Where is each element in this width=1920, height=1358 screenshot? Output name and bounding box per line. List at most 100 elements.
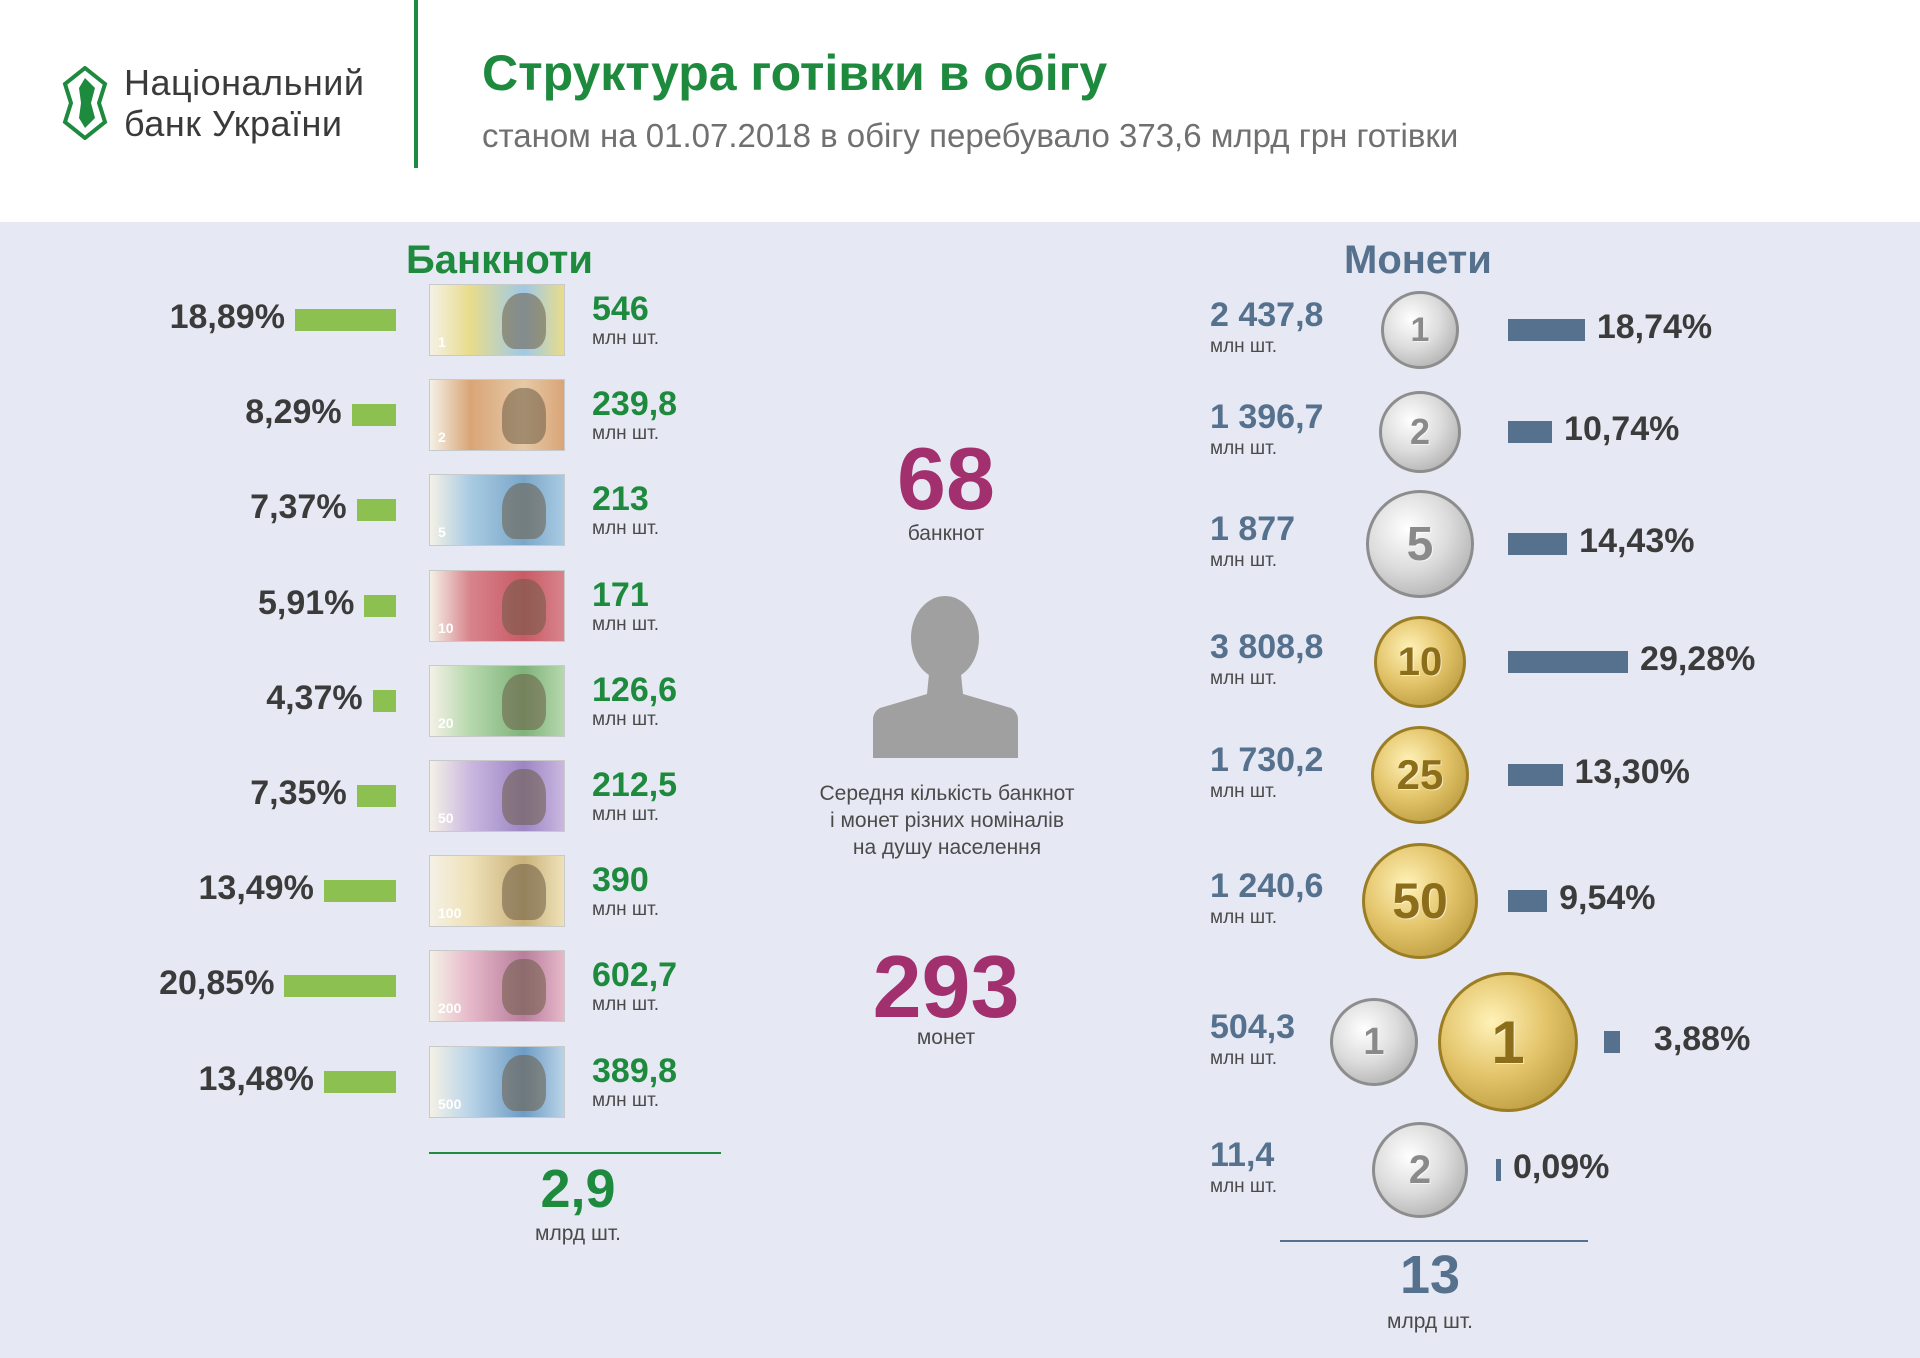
banknote-denomination: 20 [438,714,454,731]
banknote-count-unit: млн шт. [592,994,660,1016]
banknote-count-unit: млн шт. [592,423,660,445]
banknote-image: 1 [429,284,565,356]
coins-section-title: Монети [1344,238,1492,282]
banknote-image: 10 [429,569,565,642]
banknote-count-value: 602,7 [592,956,678,995]
coin-count-value: 11,4 [1210,1136,1275,1174]
coin-image: 2 [1379,391,1461,473]
coin-bar [1508,651,1629,673]
banknote-portrait [502,769,546,825]
per-capita-description-line-3: на душу населення [852,836,1042,859]
coins-total-unit: млрд шт. [1387,1310,1473,1333]
coin-bar [1604,1031,1620,1053]
coin-image: 2 [1372,1122,1468,1218]
banknote-percent-label: 8,29% [245,393,342,432]
nbu-logo-text: Національний банк України [124,62,364,144]
coin-bar [1508,319,1585,341]
logo-line-2: банк України [124,103,343,144]
banknote-count-unit: млн шт. [592,708,660,730]
banknote-denomination: 1 [438,334,446,350]
banknote-count-value: 546 [592,290,649,328]
coin-denomination: 50 [1392,873,1448,929]
banknote-percent-label: 5,91% [257,583,355,622]
coin-image: 25 [1371,726,1469,824]
coin-percent-label: 3,88% [1653,1020,1751,1058]
banknote-percent-label: 13,48% [198,1059,314,1098]
nbu-logo-icon [62,66,108,140]
coin-image: 1 [1438,972,1578,1112]
banknote-percent-label: 13,49% [198,869,314,908]
banknote-denomination: 500 [438,1095,462,1112]
banknote-portrait [502,1054,546,1111]
coin-count-value: 1 877 [1210,510,1296,548]
coin-bar [1496,1159,1501,1181]
coin-denomination: 10 [1397,639,1443,684]
banknotes-total-value: 2,9 [540,1159,616,1219]
page-title: Структура готівки в обігу [482,45,1108,101]
coin-count-unit: млн шт. [1210,336,1278,357]
coin-count-value: 1 396,7 [1210,398,1324,436]
banknote-bar [364,594,396,617]
banknote-bar [323,1070,396,1093]
coin-denomination: 1 [1491,1008,1525,1076]
banknote-portrait [502,578,546,635]
banknote-bar [372,689,396,712]
banknote-count-value: 389,8 [592,1051,678,1090]
banknote-image: 100 [429,855,565,928]
banknote-count-value: 239,8 [592,385,678,424]
banknote-count-value: 171 [592,575,649,614]
banknote-denomination: 100 [438,905,462,922]
banknote-portrait [502,388,546,445]
coin-percent-label: 18,74% [1596,308,1713,346]
banknote-count-value: 213 [592,480,649,519]
banknotes-per-capita-label: банкнот [907,522,985,545]
banknote-portrait [502,864,546,921]
content-panel [0,222,1920,1358]
coin-bar [1508,421,1553,443]
banknote-denomination: 50 [438,810,454,826]
coin-count-unit: млн шт. [1210,781,1278,802]
banknote-denomination: 5 [438,524,446,541]
coin-percent-label: 9,54% [1559,879,1656,917]
banknote-portrait [502,483,546,540]
banknote-count-unit: млн шт. [592,328,660,349]
banknote-bar [351,404,396,427]
coin-denomination: 1 [1363,1020,1385,1063]
coin-percent-label: 10,74% [1564,410,1680,448]
coin-denomination: 25 [1396,751,1444,798]
coin-count-value: 1 240,6 [1210,867,1324,905]
banknote-count-value: 390 [592,861,649,900]
banknotes-total-divider [429,1152,721,1154]
header-divider [414,0,418,168]
banknotes-per-capita: 68 [897,429,995,528]
banknote-image: 5 [429,474,565,547]
banknote-percent-label: 4,37% [266,678,363,717]
banknote-denomination: 10 [438,619,454,636]
banknote-bar [356,499,396,522]
coin-denomination: 2 [1409,411,1431,452]
banknote-image: 200 [429,950,565,1023]
coin-count-unit: млн шт. [1210,1176,1278,1197]
banknote-image: 50 [429,760,565,832]
banknote-count-unit: млн шт. [592,613,660,635]
coin-count-unit: млн шт. [1210,438,1278,459]
coins-per-capita-label: монет [916,1026,976,1049]
logo-line-1: Національний [124,62,365,103]
coin-count-value: 1 730,2 [1210,741,1324,779]
per-capita-description-line-2: і монет різних номіналів [829,809,1064,832]
banknote-count-unit: млн шт. [592,518,660,540]
banknote-portrait [502,959,546,1016]
banknote-bar [323,880,396,903]
coin-image: 10 [1374,616,1466,708]
coin-count-unit: млн шт. [1210,1048,1278,1069]
coin-count-value: 504,3 [1210,1008,1296,1046]
header: Національний банк України Структура готі… [0,0,1920,222]
coin-count-unit: млн шт. [1210,550,1278,571]
banknote-denomination: 200 [438,1000,462,1017]
coins-per-capita: 293 [872,937,1020,1036]
coin-bar [1508,890,1548,912]
coin-image: 50 [1362,843,1478,959]
coin-denomination: 2 [1408,1147,1432,1192]
coin-percent-label: 0,09% [1513,1148,1610,1186]
banknote-image: 20 [429,664,565,737]
